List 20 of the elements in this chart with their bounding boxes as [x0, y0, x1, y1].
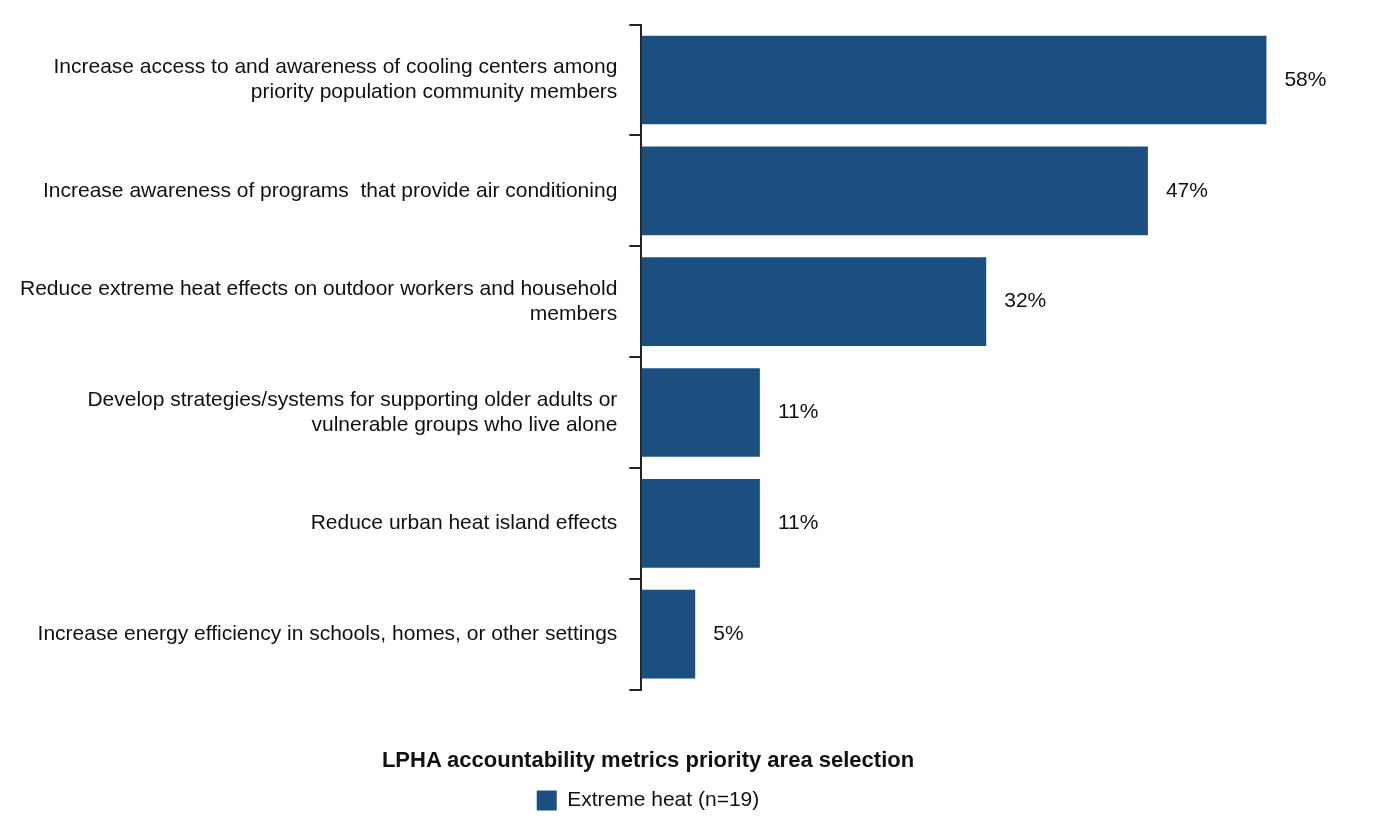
- y-tick-label: Increase access to and awareness of cooling centers among priority population community members: [53, 54, 618, 103]
- data-label: 58%: [1284, 66, 1327, 90]
- legend-label: Extreme heat (n=19): [567, 787, 760, 811]
- y-tick-label: Reduce urban heat island effects: [310, 510, 618, 534]
- y-tick-label: Increase energy efficiency in schools, homes, or other settings: [37, 620, 618, 644]
- data-label: 32%: [1004, 288, 1047, 312]
- bar: [641, 479, 760, 568]
- y-tick-label: Reduce extreme heat effects on outdoor workers and household members: [19, 275, 618, 325]
- bar: [641, 257, 987, 347]
- bar: [641, 589, 696, 679]
- bar: [641, 146, 1148, 236]
- bar: [641, 368, 760, 457]
- y-tick-label: Develop strategies/systems for supporting older adults or vulnerable groups who live alone: [87, 386, 618, 435]
- data-label: 11%: [777, 399, 819, 423]
- data-label: 11%: [777, 510, 819, 534]
- data-label: 47%: [1165, 177, 1208, 201]
- data-label: 5%: [713, 620, 744, 644]
- bar: [641, 35, 1267, 125]
- legend-title: LPHA accountability metrics priority area selection: [381, 746, 915, 772]
- y-tick-label: Increase awareness of programs that provide air conditioning: [43, 177, 618, 201]
